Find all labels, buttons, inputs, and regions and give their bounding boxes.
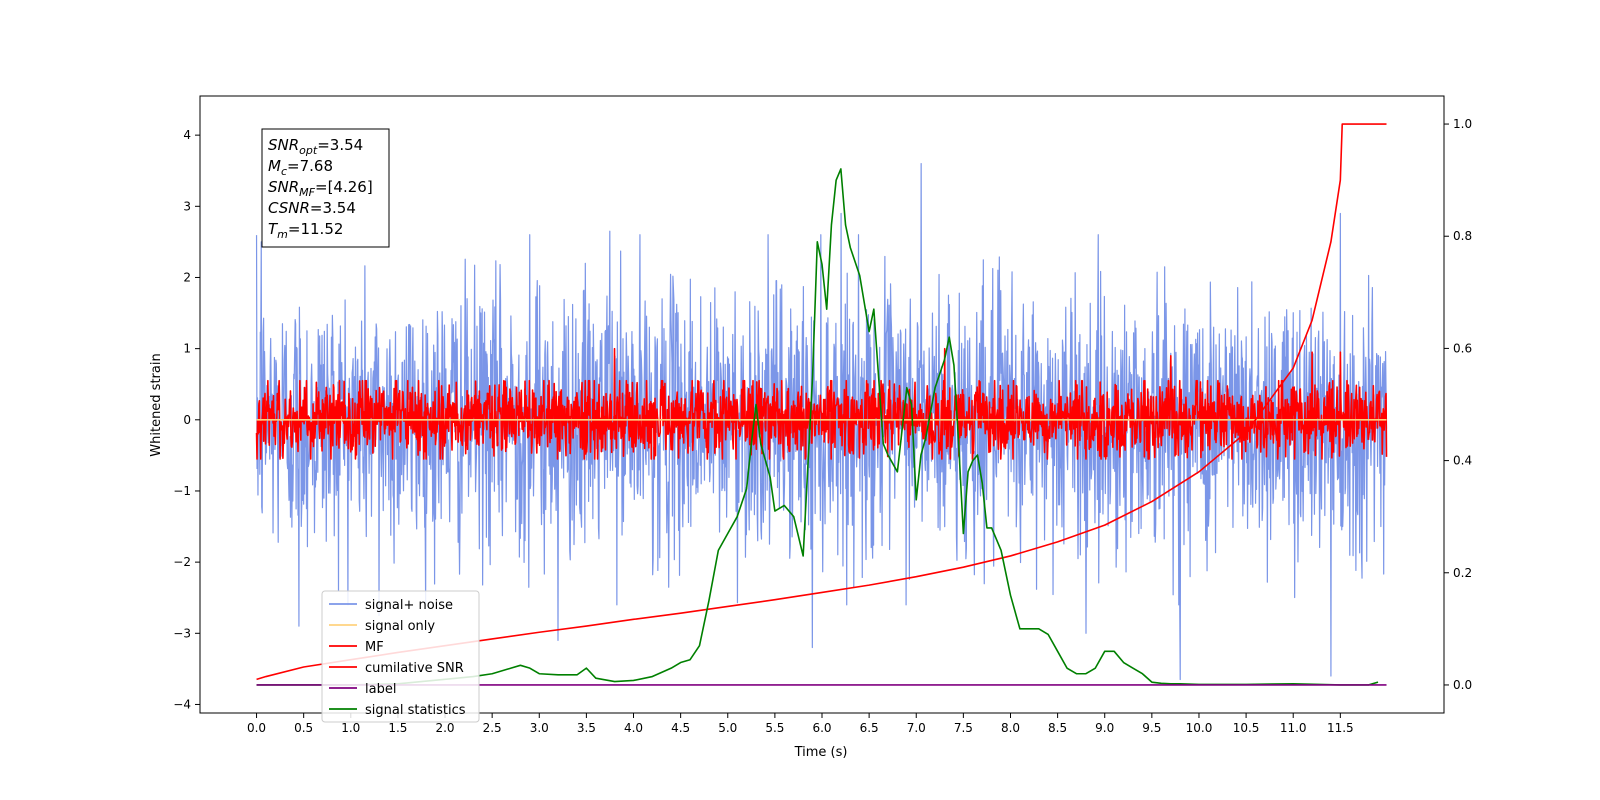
y-right-tick-label: 0.6: [1453, 341, 1472, 355]
x-tick-label: 8.5: [1048, 721, 1067, 735]
x-tick-label: 6.0: [812, 721, 831, 735]
y-tick-label: 0: [183, 413, 191, 427]
x-tick-label: 1.0: [341, 721, 360, 735]
x-tick-label: 7.5: [954, 721, 973, 735]
annotation-symbol: SNR: [268, 136, 299, 154]
annotation-symbol: CSNR: [268, 199, 310, 217]
annotation-line: Tm=11.52: [268, 220, 343, 241]
x-tick-label: 0.0: [247, 721, 266, 735]
annotation-subscript: m: [277, 228, 288, 241]
x-tick-label: 6.5: [860, 721, 879, 735]
x-tick-label: 3.0: [530, 721, 549, 735]
legend-label: MF: [365, 640, 384, 655]
y-right-tick-label: 0.4: [1453, 454, 1472, 468]
x-tick-label: 0.5: [294, 721, 313, 735]
y-right-tick-label: 1.0: [1453, 117, 1472, 131]
y-tick-label: −3: [173, 626, 191, 640]
annotation-value: =7.68: [287, 157, 333, 175]
annotation-value: =[4.26]: [315, 178, 373, 196]
legend-label: cumilative SNR: [365, 661, 464, 676]
y-axis-left: 4 3 2 1 0 −1 −2 −3 −4: [173, 128, 200, 711]
annotation-subscript: opt: [299, 144, 318, 157]
x-tick-label: 4.0: [624, 721, 643, 735]
annotation-line: CSNR=3.54: [268, 199, 356, 217]
annotation-line: SNRopt=3.54: [268, 136, 363, 157]
annotation-line: SNRMF=[4.26]: [268, 178, 373, 199]
legend-label: signal statistics: [365, 703, 466, 718]
x-tick-label: 11.5: [1327, 721, 1354, 735]
x-tick-label: 1.5: [388, 721, 407, 735]
annotation-value: =3.54: [310, 199, 356, 217]
annotation-value: =11.52: [288, 220, 344, 238]
annotation-box: SNRopt=3.54Mc=7.68SNRMF=[4.26]CSNR=3.54T…: [261, 128, 390, 248]
x-tick-label: 8.0: [1001, 721, 1020, 735]
annotation-symbol: SNR: [268, 178, 299, 196]
legend-label: signal+ noise: [365, 598, 453, 613]
x-tick-label: 5.5: [765, 721, 784, 735]
y-tick-label: 1: [183, 342, 191, 356]
x-axis: 0.0 0.5 1.0 1.5 2.0 2.5 3.0 3.5 4.0 4.5 5.0 5.5 6.0 6…: [247, 713, 1354, 735]
x-tick-label: 9.0: [1095, 721, 1114, 735]
annotation-line: Mc=7.68: [268, 157, 333, 178]
x-axis-label: Time (s): [794, 745, 848, 760]
annotation-symbol: T: [268, 220, 279, 238]
series-line-mf: [255, 347, 1388, 460]
y-tick-label: 2: [183, 270, 191, 284]
x-tick-label: 10.0: [1186, 721, 1213, 735]
series-line-signal-noise: [255, 163, 1388, 681]
x-tick-label: 2.0: [435, 721, 454, 735]
y-tick-label: 3: [183, 199, 191, 213]
y-tick-label: 4: [183, 128, 191, 142]
annotation-subscript: c: [281, 165, 287, 178]
x-tick-label: 4.5: [671, 721, 690, 735]
x-tick-label: 9.5: [1142, 721, 1161, 735]
legend-frame: [321, 590, 480, 723]
y-tick-label: −2: [173, 555, 191, 569]
annotation-symbol: M: [268, 157, 281, 175]
annotation-subscript: MF: [299, 186, 315, 199]
y-right-tick-label: 0.0: [1453, 678, 1472, 692]
x-tick-label: 7.0: [907, 721, 926, 735]
y-right-tick-label: 0.8: [1453, 229, 1472, 243]
annotation-frame: [261, 128, 390, 248]
x-tick-label: 3.5: [577, 721, 596, 735]
series-line-signal-statistics: [256, 168, 1379, 686]
legend-label: signal only: [365, 619, 435, 634]
y-axis-right: 1.0 0.8 0.6 0.4 0.2 0.0: [1444, 117, 1472, 692]
x-tick-label: 11.0: [1280, 721, 1307, 735]
x-tick-label: 5.0: [718, 721, 737, 735]
legend: signal+ noise signal only MF cumilative SNR…: [321, 590, 480, 723]
y-right-tick-label: 0.2: [1453, 566, 1472, 580]
annotation-value: =3.54: [317, 136, 363, 154]
y-tick-label: −1: [173, 484, 191, 498]
y-axis-label: Whitened strain: [149, 353, 164, 456]
y-tick-label: −4: [173, 697, 191, 711]
x-tick-label: 2.5: [483, 721, 502, 735]
legend-label: label: [365, 682, 396, 697]
x-tick-label: 10.5: [1233, 721, 1260, 735]
